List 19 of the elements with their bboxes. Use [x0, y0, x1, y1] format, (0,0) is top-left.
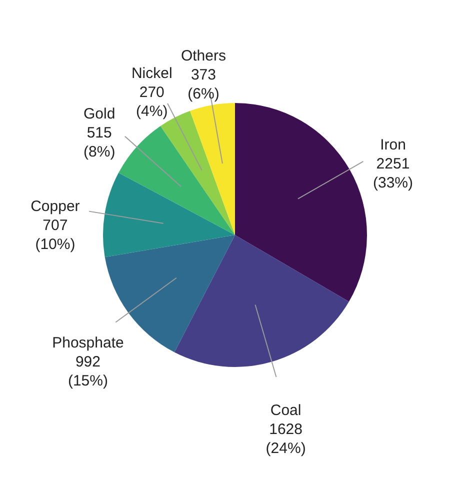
slice-label: Phosphate	[52, 334, 124, 352]
pie-slice	[174, 235, 349, 367]
slice-label: Others	[180, 48, 226, 65]
data-label: 515 (8%)	[84, 124, 116, 160]
slice-label: Iron	[380, 136, 406, 154]
data-label: 270 (4%)	[136, 84, 168, 120]
slice-label: Coal	[270, 402, 302, 419]
slice-label: Nickel	[131, 64, 172, 82]
pie-slice	[103, 172, 235, 258]
data-label: 2251 (33%)	[372, 155, 414, 192]
slice-label: Copper	[30, 198, 80, 215]
slice-label: Gold	[84, 105, 116, 122]
data-label: 707 (10%)	[35, 216, 76, 253]
data-label: 1628 (24%)	[266, 420, 306, 457]
data-label: 992 (15%)	[68, 354, 108, 390]
data-label: 373 (6%)	[188, 66, 220, 103]
pie-slice	[118, 126, 235, 235]
pie-slice	[235, 103, 367, 302]
pie-slice	[190, 103, 235, 235]
